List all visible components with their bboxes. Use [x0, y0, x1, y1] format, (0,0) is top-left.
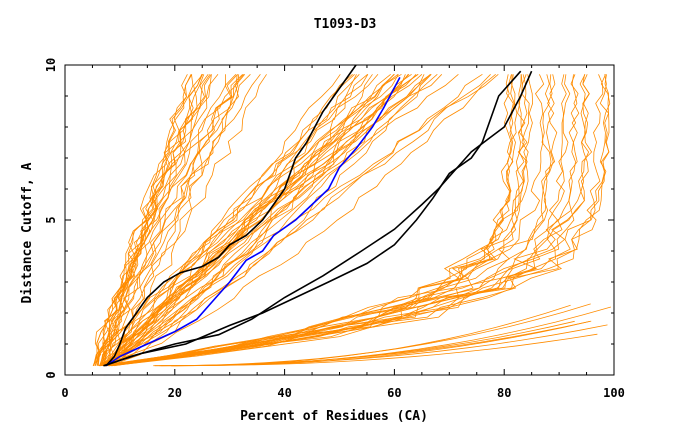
black-model-curve [104, 70, 533, 367]
orange-model-curve [106, 74, 267, 366]
orange-model-curve [108, 74, 590, 367]
orange-model-curve [111, 74, 369, 367]
orange-model-curve [106, 74, 379, 366]
x-tick-label: 20 [168, 386, 182, 400]
orange-model-curve [96, 74, 226, 366]
black-model-curve [105, 64, 357, 367]
blue-model-curve [105, 77, 401, 367]
orange-model-curve [99, 74, 604, 367]
orange-model-curve [93, 74, 261, 366]
x-tick-label: 0 [61, 386, 68, 400]
orange-model-curve [111, 74, 611, 367]
x-tick-label: 40 [277, 386, 291, 400]
orange-model-curve [105, 74, 518, 367]
x-tick-label: 80 [497, 386, 511, 400]
y-tick-label: 0 [44, 371, 58, 378]
orange-model-curve [103, 74, 516, 367]
x-tick-label: 100 [603, 386, 625, 400]
orange-model-curve [104, 74, 205, 366]
orange-model-curve [110, 74, 534, 367]
orange-model-curve [101, 74, 193, 366]
orange-model-curve [104, 74, 212, 366]
plot-area [92, 64, 615, 367]
orange-model-curve [101, 73, 496, 367]
orange-model-curve [109, 73, 368, 366]
orange-model-curve [99, 73, 438, 367]
orange-model-curve [102, 74, 188, 366]
orange-model-curve [113, 74, 578, 367]
orange-model-curve [108, 74, 569, 367]
orange-model-curve [99, 74, 514, 367]
orange-model-curve [108, 73, 483, 367]
black-model-curve [103, 70, 522, 367]
x-axis-label: Percent of Residues (CA) [240, 409, 428, 424]
orange-model-curve [94, 74, 237, 366]
orange-model-curve [98, 73, 391, 367]
x-tick-label: 60 [387, 386, 401, 400]
orange-model-curve [109, 74, 432, 367]
orange-model-curve [153, 320, 592, 367]
axes: 0 20 40 60 80 100 0 5 10 [44, 58, 625, 400]
orange-model-curve [108, 74, 355, 367]
orange-model-curve [154, 303, 591, 367]
orange-model-curve [111, 74, 528, 367]
orange-model-curve [112, 74, 555, 367]
orange-model-curve [105, 74, 610, 367]
orange-model-curve [100, 74, 212, 366]
orange-model-curve [111, 74, 341, 366]
y-axis-label: Distance Cutoff, A [20, 162, 35, 303]
y-tick-label: 5 [44, 216, 58, 223]
orange-model-curve [108, 74, 545, 367]
orange-model-curve [103, 74, 360, 366]
orange-model-curve [112, 74, 410, 366]
y-tick-label: 10 [44, 58, 58, 72]
orange-model-curve [104, 74, 409, 367]
orange-model-curve [111, 74, 443, 366]
orange-model-curve [112, 73, 423, 367]
orange-model-curve [105, 74, 589, 367]
chart-title: T1093-D3 [314, 17, 377, 32]
orange-model-curve [108, 74, 491, 367]
orange-model-curve [111, 74, 558, 367]
orange-model-curve [109, 74, 530, 367]
orange-model-curve [105, 74, 406, 367]
orange-model-curve [107, 74, 194, 366]
orange-model-curve [170, 333, 598, 367]
